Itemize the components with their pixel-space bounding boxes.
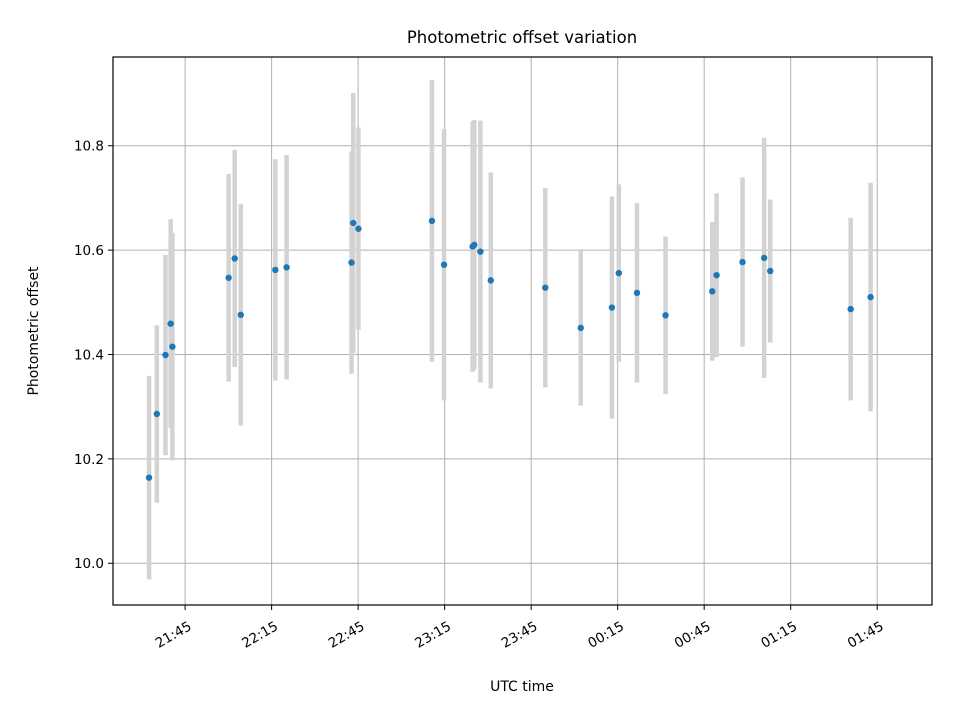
y-axis-label: Photometric offset	[26, 266, 42, 396]
data-point	[283, 264, 290, 271]
data-points	[145, 217, 874, 481]
data-point	[225, 274, 232, 281]
y-tick-label: 10.8	[74, 139, 104, 155]
y-tick-label: 10.2	[74, 452, 104, 468]
data-point	[760, 254, 768, 262]
data-point	[633, 289, 641, 297]
data-point	[162, 351, 169, 359]
y-axis-ticks: 10.0 10.2 10.4 10.6 10.8	[74, 139, 113, 572]
data-point	[440, 261, 448, 268]
data-point	[477, 248, 484, 255]
data-point	[167, 320, 174, 327]
data-point	[153, 410, 161, 418]
data-point	[713, 271, 720, 279]
data-point	[237, 311, 244, 319]
plot-frame	[112, 56, 933, 606]
data-point	[615, 269, 623, 277]
data-point	[471, 241, 478, 249]
y-tick-label: 10.0	[74, 556, 104, 572]
data-point	[542, 284, 549, 291]
data-point	[767, 267, 774, 275]
data-point	[428, 217, 436, 225]
data-point	[608, 304, 616, 311]
data-point	[145, 474, 153, 481]
data-point	[487, 277, 494, 284]
data-point	[739, 258, 746, 266]
data-point	[847, 305, 854, 313]
data-point	[355, 225, 362, 232]
data-point	[350, 219, 357, 227]
data-point	[348, 259, 355, 266]
y-tick-label: 10.6	[74, 243, 104, 259]
data-point	[709, 288, 716, 295]
data-point	[662, 312, 669, 319]
x-axis-label: UTC time	[490, 679, 554, 695]
data-point	[231, 255, 238, 262]
data-point	[577, 324, 584, 332]
y-tick-label: 10.4	[74, 347, 104, 363]
data-point	[272, 266, 279, 274]
data-point	[169, 343, 176, 350]
data-point	[867, 293, 874, 301]
chart-title: Photometric offset variation	[407, 28, 637, 47]
